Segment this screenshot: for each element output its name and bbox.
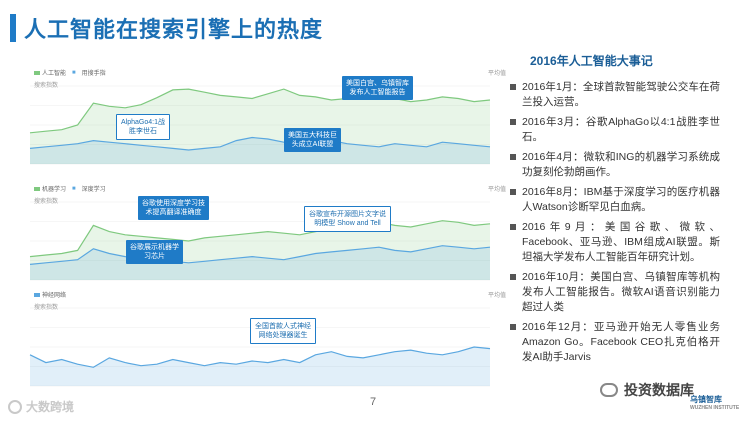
- page-number: 7: [370, 396, 377, 408]
- chart-legend: 机器学习 ■ 深度学习: [34, 184, 106, 193]
- chart-right-label: 平均值: [487, 71, 506, 77]
- watermark-left: 大数跨境: [8, 398, 74, 415]
- chart-plot: [29, 85, 491, 165]
- list-item: 2016年3月：谷歌AlphaGo以4:1战胜李世石。: [510, 115, 720, 145]
- series-line: [29, 220, 491, 258]
- list-item: 2016年1月：全球首款智能驾驶公交车在荷兰投入运营。: [510, 80, 720, 110]
- chart-legend: 神经网络: [34, 290, 66, 299]
- series-line: [29, 346, 491, 368]
- list-item: 2016年12月：亚马逊开始无人零售业务Amazon Go。Facebook C…: [510, 320, 720, 365]
- series-area: [30, 137, 490, 164]
- chart-legend: 人工智能 ■ 用搜手指: [34, 68, 106, 77]
- events-list: 2016年1月：全球首款智能驾驶公交车在荷兰投入运营。 2016年3月：谷歌Al…: [510, 80, 720, 370]
- list-item: 2016年4月：微软和ING的机器学习系统成功复刻伦勃朗画作。: [510, 150, 720, 180]
- chart-right-label: 平均值: [487, 293, 506, 299]
- watermark-circle-icon: [8, 399, 22, 414]
- chart-callout: 谷歌展示机器学 习芯片: [126, 240, 183, 264]
- list-item: 2016年10月：美国白宫、乌镇智库等机构发布人工智能报告。微软AI语音识别能力…: [510, 270, 720, 315]
- events-title: 2016年人工智能大事记: [530, 54, 653, 68]
- list-item: 2016年9月：美国谷歌、微软、Facebook、亚马逊、IBM组成AI联盟。斯…: [510, 220, 720, 265]
- chart-callout: 全国首款人式神经 网络处理器诞生: [250, 318, 316, 344]
- list-item: 2016年8月：IBM基于深度学习的医疗机器人Watson诊断罕见白血病。: [510, 185, 720, 215]
- chart-callout: 美国五大科技巨 头成立AI联盟: [284, 128, 341, 152]
- logo: 乌镇智库 WUZHEN INSTITUTE: [690, 395, 740, 411]
- chart-callout: 美国白宫、乌镇智库 发布人工智能报告: [342, 76, 413, 100]
- series-area: [30, 245, 490, 280]
- series-line: [29, 245, 491, 265]
- chart-right-label: 平均值: [487, 187, 506, 193]
- chart-ai-search: 人工智能 ■ 用搜手指 搜索指数 平均值 AlphaGo4:1战 胜李世石 美国白…: [29, 70, 506, 172]
- watermark-right: 投资数据库: [600, 380, 694, 400]
- chart-callout: AlphaGo4:1战 胜李世石: [116, 114, 170, 140]
- chart-callout: 谷歌宣布开源图片文字说 明模型 Show and Tell: [304, 206, 391, 232]
- page-title: 人工智能在搜索引擎上的热度: [24, 17, 324, 42]
- title-accent-bar: [10, 14, 16, 42]
- chart-plot: [29, 307, 491, 387]
- wechat-icon: [600, 383, 618, 397]
- chart-plot: [29, 201, 491, 281]
- chart-callout: 谷歌使用深度学习技 术提高翻译准确度: [138, 196, 209, 220]
- series-area: [30, 220, 490, 280]
- series-line: [29, 136, 491, 151]
- chart-nn-search: 神经网络 搜索指数 平均值 全国首款人式神经 网络处理器诞生: [29, 293, 506, 394]
- series-area: [30, 347, 490, 386]
- series-line: [29, 88, 491, 134]
- chart-ml-search: 机器学习 ■ 深度学习 搜索指数 平均值 谷歌使用深度学习技 术提高翻译准确度 谷…: [29, 186, 506, 288]
